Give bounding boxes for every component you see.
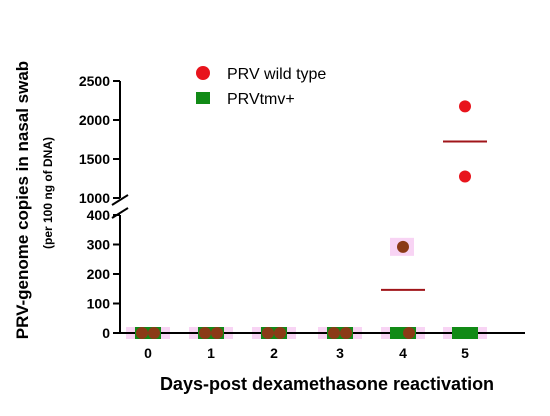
x-tick-label: 3 xyxy=(336,345,344,361)
x-tick-label: 1 xyxy=(207,345,215,361)
x-tick-label: 4 xyxy=(399,345,407,361)
axis-break-mark xyxy=(111,207,129,219)
data-point-prv-wild-type xyxy=(397,240,409,253)
data-point-prv-wild-type xyxy=(459,100,471,113)
data-point-prv-wild-type xyxy=(459,170,471,183)
axis-break-mark xyxy=(111,194,129,206)
x-axis-title: Days-post dexamethasone reactivation xyxy=(160,374,494,394)
legend-label-prv-wild-type: PRV wild type xyxy=(227,66,326,83)
y-tick-label: 2500 xyxy=(79,73,110,89)
data-point-prv-wild-type xyxy=(340,327,352,339)
data-point-prv-wild-type xyxy=(148,327,160,339)
y-tick-label: 2000 xyxy=(79,112,110,128)
y-tick-label: 300 xyxy=(87,237,111,253)
data-point-prv-wild-type xyxy=(199,327,211,339)
y-axis-title: PRV-genome copies in nasal swab xyxy=(13,61,32,339)
data-point-prv-wild-type xyxy=(328,327,340,339)
data-point-prvtmv xyxy=(452,327,466,339)
legend-marker-prv-wild-type xyxy=(196,66,210,80)
x-tick-label: 5 xyxy=(461,345,469,361)
x-tick-label: 0 xyxy=(144,345,152,361)
data-point-prvtmv xyxy=(390,327,404,339)
data-point-prv-wild-type xyxy=(403,327,415,339)
y-tick-label: 1500 xyxy=(79,151,110,167)
y-axis-subtitle: (per 100 ng of DNA) xyxy=(41,137,55,249)
y-tick-label: 0 xyxy=(102,325,110,341)
y-tick-label: 1000 xyxy=(79,190,110,206)
data-point-prv-wild-type xyxy=(136,327,148,339)
x-tick-label: 2 xyxy=(270,345,278,361)
data-point-prv-wild-type xyxy=(211,327,223,339)
legend-label-prvtmv: PRVtmv+ xyxy=(227,91,295,108)
data-point-prvtmv xyxy=(464,327,478,339)
y-tick-label: 100 xyxy=(87,296,111,312)
legend-marker-prvtmv xyxy=(196,92,210,104)
data-point-prv-wild-type xyxy=(274,327,286,339)
data-point-prv-wild-type xyxy=(262,327,274,339)
y-tick-label: 200 xyxy=(87,266,111,282)
y-tick-label: 400 xyxy=(87,207,111,223)
